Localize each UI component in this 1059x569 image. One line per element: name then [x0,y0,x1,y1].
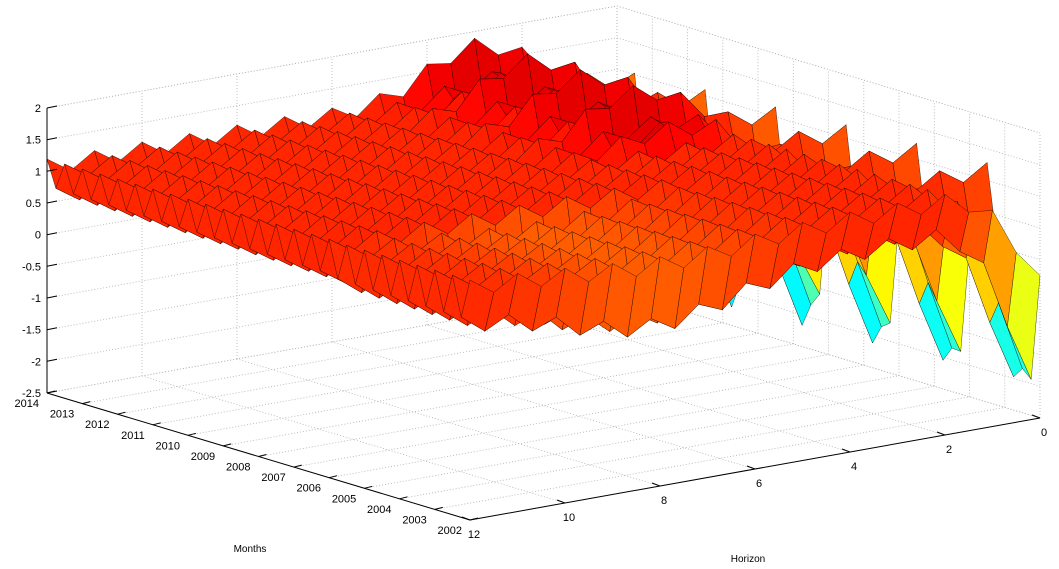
z-tick-label: -2 [31,356,41,368]
z-tick [46,263,58,267]
grid-line [426,324,851,453]
z-tick [46,168,58,172]
horizon-tick [461,516,471,521]
horizon-tick-label: 6 [756,478,762,490]
horizon-tick-label: 4 [851,461,857,473]
axis-layer [46,105,1041,521]
grid-line [328,375,900,479]
horizon-tick [1031,414,1041,419]
grid-line [399,396,970,500]
grid-line [434,407,1005,510]
months-tick-label: 2010 [156,440,180,452]
box-edge [46,5,618,109]
months-tick [82,401,91,405]
grid-line [187,332,759,436]
months-tick [152,422,161,426]
grid-line [46,195,618,299]
z-tick [46,232,58,236]
months-tick-label: 2007 [261,472,285,484]
grid-line [46,290,618,394]
months-tick [328,475,338,479]
z-tick [46,327,58,331]
months-tick [293,464,302,468]
months-tick [117,411,126,415]
grid-line [364,385,935,489]
months-tick [399,496,408,500]
grid-line [117,311,688,415]
z-tick-label: 0 [35,230,41,242]
months-tick [223,443,232,447]
months-tick-label: 2004 [367,504,391,516]
grid-line [152,322,723,426]
grid-line [46,258,618,362]
surface-facet [1007,252,1041,381]
surface-layer [46,37,1041,381]
horizon-tick-label: 8 [661,495,667,507]
grid-line [331,341,756,470]
grid-line [46,37,618,141]
z-tick-label: 1 [35,166,41,178]
months-axis-label: Months [234,544,267,555]
months-tick-label: 2014 [15,398,39,410]
grid-line [223,343,794,447]
z-tick [46,295,58,299]
z-tick-label: 0.5 [26,198,41,210]
z-tick-label: 1.5 [26,135,41,147]
horizon-tick [651,482,661,487]
z-tick-label: 2 [35,103,41,115]
months-tick-label: 2008 [226,462,250,474]
z-tick [46,358,58,362]
months-tick-label: 2006 [297,483,321,495]
label-layer: -2.5 -2 -1.5 -1 -0.5 0 0.5 1 1.5 2 2002 2003 2004 200… [15,103,1048,565]
months-tick [434,506,443,510]
months-tick-label: 2009 [191,451,215,463]
months-tick-label: 2002 [438,525,462,537]
z-tick-label: -0.5 [22,261,41,273]
horizon-tick [841,448,851,453]
grid-line [293,364,864,468]
months-tick [46,390,56,394]
z-tick-label: -1 [31,293,41,305]
grid-line [236,358,661,487]
z-tick [46,137,58,141]
grid-line [82,301,653,404]
horizon-tick-label: 0 [1041,427,1047,439]
months-tick [187,432,197,436]
months-tick-label: 2011 [121,430,145,442]
horizon-tick-label: 10 [563,512,575,524]
months-tick-label: 2013 [50,409,74,421]
months-tick-label: 2005 [332,493,356,505]
horizon-tick-label: 12 [468,529,480,541]
z-tick [46,200,58,204]
horizon-tick-label: 2 [946,444,952,456]
months-tick-label: 2003 [402,514,426,526]
horizon-tick [746,465,756,470]
months-tick [258,454,267,457]
horizon-tick [556,499,566,504]
z-tick-label: -1.5 [22,325,41,337]
grid-line [258,354,829,457]
z-tick [46,105,58,109]
months-tick-label: 2012 [85,419,109,431]
horizon-tick [936,431,946,436]
z-tick-label: -2.5 [22,388,41,400]
horizon-axis-label: Horizon [731,554,765,565]
months-tick [364,485,373,489]
